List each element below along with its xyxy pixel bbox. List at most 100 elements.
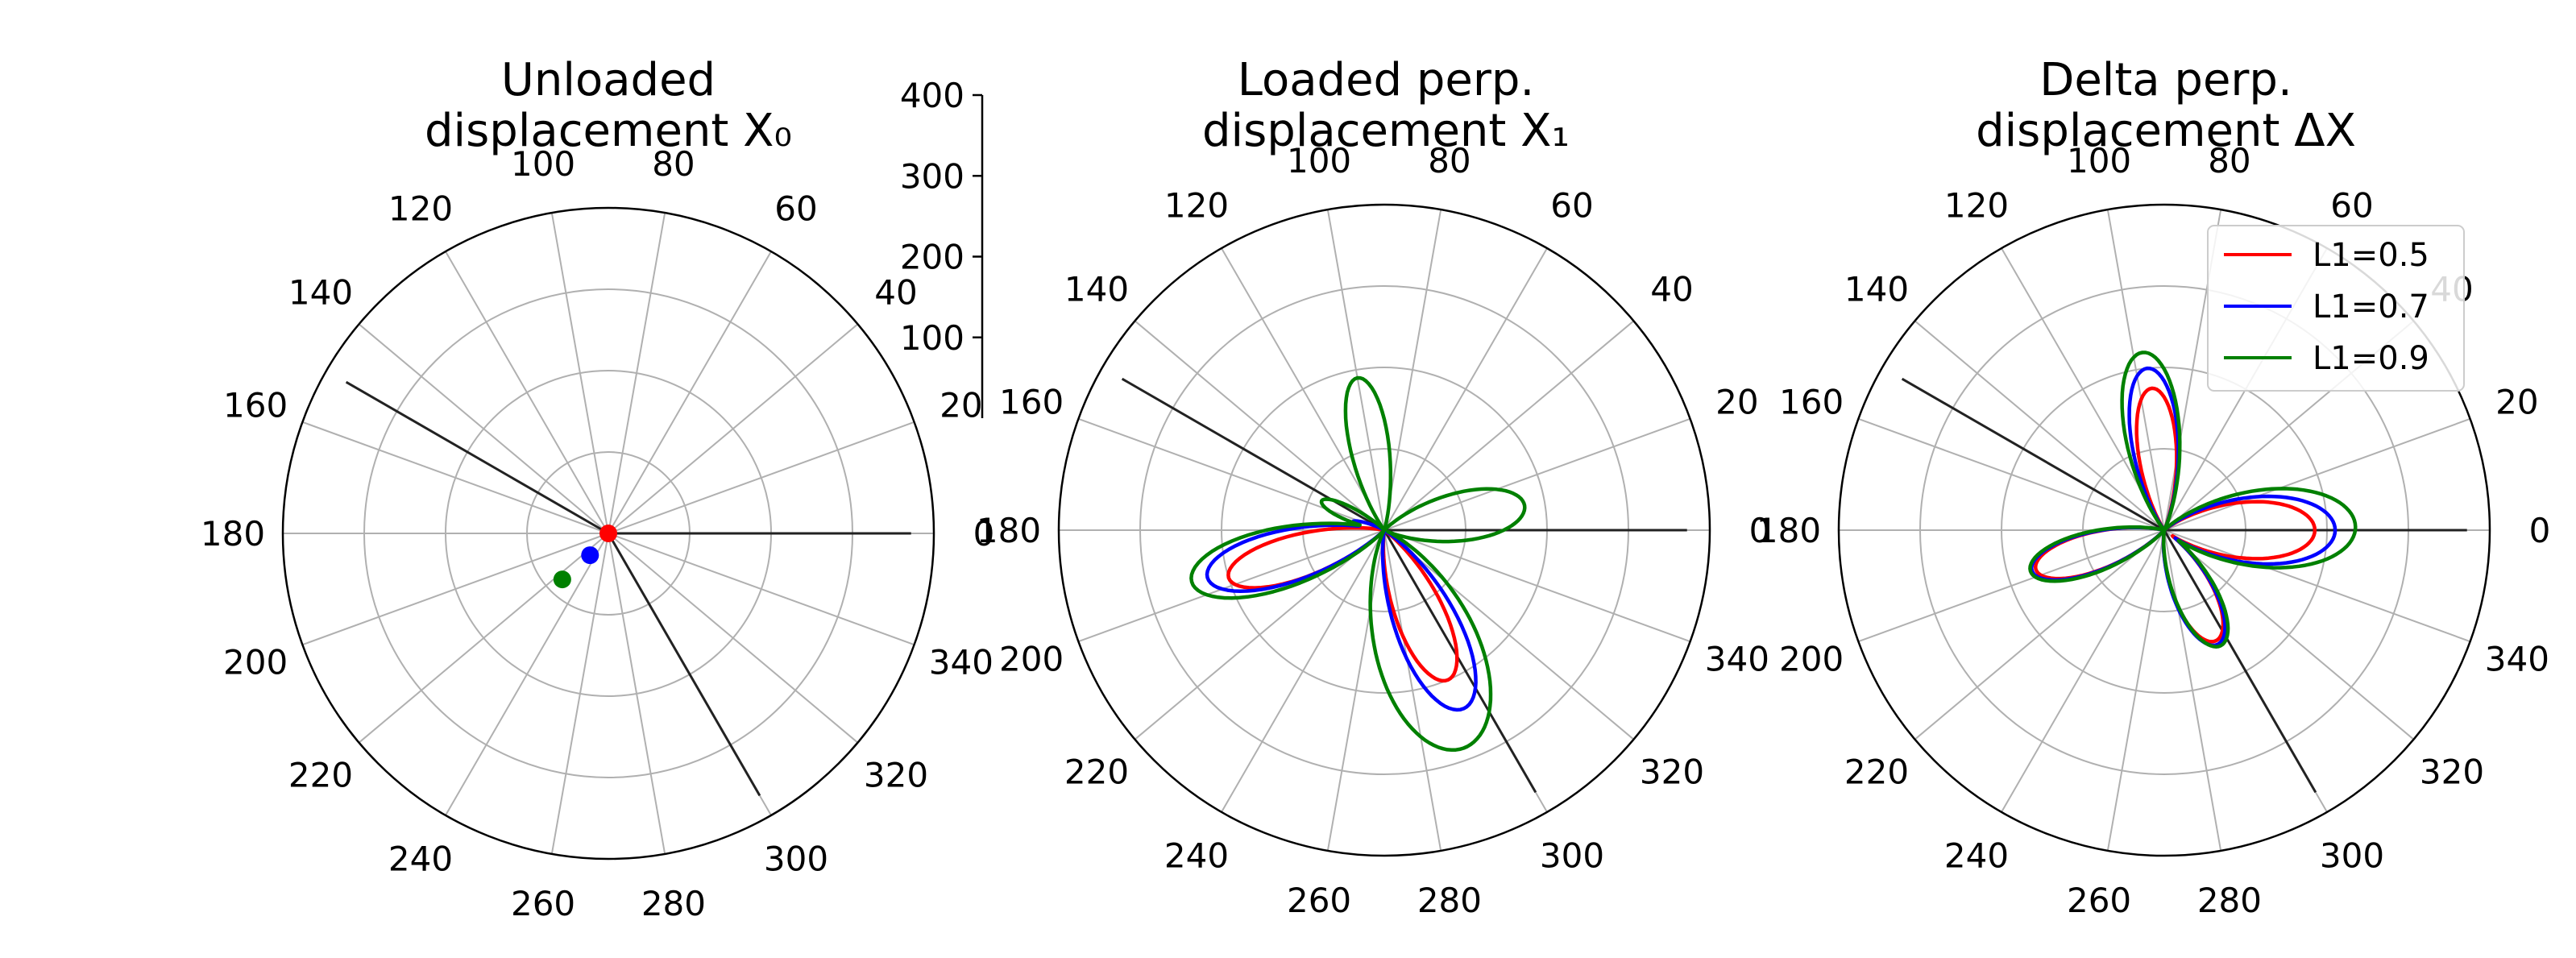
theta-tick-label: 320 [2420, 753, 2484, 792]
angular-grid-line [608, 323, 859, 534]
angular-grid-line [1134, 529, 1385, 740]
panel-3-title-line-1: Delta perp. [2039, 54, 2292, 106]
theta-tick-label: 20 [1715, 383, 1758, 422]
legend-label: L1=0.9 [2313, 340, 2429, 377]
theta-tick-label: 300 [2320, 836, 2384, 876]
legend-label: L1=0.7 [2313, 288, 2429, 326]
angular-grid-line [1134, 320, 1385, 531]
data-point-l1-0-7 [581, 546, 599, 565]
angular-grid-line [608, 533, 666, 855]
theta-tick-label: 200 [223, 642, 288, 682]
angular-grid-line [1383, 417, 1690, 531]
theta-tick-label: 260 [1287, 881, 1351, 920]
angular-grid-line [358, 323, 609, 534]
theta-tick-label: 100 [2067, 141, 2131, 180]
angular-grid-line [1383, 529, 1442, 852]
legend-box [2207, 225, 2465, 392]
theta-tick-label: 20 [2495, 383, 2538, 422]
panel-3-title-line-2: displacement ΔX [1976, 105, 2356, 157]
angular-grid-line [2106, 529, 2165, 852]
radial-axis-tick-label: 100 [900, 318, 964, 358]
legend-label: L1=0.5 [2313, 237, 2429, 274]
angular-grid-line [2001, 529, 2165, 813]
angular-grid-line [445, 533, 609, 816]
data-point-l1-0-5 [599, 525, 617, 542]
angular-grid-line [608, 212, 666, 534]
theta-tick-label: 260 [511, 884, 575, 923]
angular-grid-line [2163, 529, 2222, 852]
angular-grid-line [608, 533, 859, 744]
theta-tick-label: 280 [2197, 881, 2262, 920]
legend: L1=0.5 L1=0.7 L1=0.9 [2207, 225, 2465, 392]
theta-tick-label: 340 [2485, 639, 2549, 678]
theta-tick-label: 260 [2067, 881, 2131, 920]
angular-grid-line [445, 251, 609, 534]
theta-tick-label: 80 [652, 144, 695, 184]
angular-grid-line [1221, 529, 1385, 813]
angular-grid-line [1383, 529, 1690, 643]
theta-tick-label: 320 [1640, 753, 1704, 792]
theta-tick-label: 300 [764, 840, 828, 879]
theta-tick-label: 200 [999, 639, 1064, 678]
theta-tick-label: 280 [1417, 881, 1482, 920]
angular-grid-line [1383, 529, 1635, 740]
theta-tick-label: 200 [1779, 639, 1844, 678]
theta-tick-label: 140 [1064, 269, 1129, 309]
series-curve-l1-0-9 [2028, 350, 2358, 649]
angular-grid-line [1326, 209, 1385, 531]
angular-grid-line [1383, 247, 1548, 531]
theta-tick-label: 60 [2330, 185, 2373, 225]
theta-tick-label: 160 [999, 383, 1064, 422]
theta-tick-label: 100 [511, 144, 575, 184]
polar-frame [1057, 203, 1711, 857]
polar-panel-loaded: 0 20 40 60 80 100 120 140 160 180 200 220 240 260 280 3… [977, 141, 1770, 920]
theta-tick-label: 100 [1287, 141, 1351, 180]
theta-tick-label: 340 [929, 642, 993, 682]
series-curve-l1-0-9 [1189, 375, 1527, 753]
theta-tick-label: 80 [2208, 141, 2250, 180]
angular-grid-line [2106, 209, 2165, 531]
theta-tick-label: 20 [940, 386, 982, 425]
theta-tick-label: 0 [2529, 511, 2551, 550]
theta-tick-label: 0 [1749, 511, 1771, 550]
angular-grid-line [550, 533, 609, 855]
panel-1-title-line-1: Unloaded [501, 54, 716, 106]
reference-line [1901, 377, 2165, 532]
angular-grid-line [1326, 529, 1385, 852]
angular-grid-line [1914, 529, 2165, 740]
angular-grid-line [2163, 529, 2415, 740]
theta-tick-label: 180 [1757, 511, 1821, 550]
theta-tick-label: 180 [977, 511, 1041, 550]
angular-grid-line [608, 421, 915, 534]
theta-tick-label: 120 [1164, 185, 1229, 225]
angular-grid-line [1221, 247, 1385, 531]
theta-tick-label: 240 [388, 840, 453, 879]
angular-grid-line [1914, 320, 2165, 531]
theta-tick-label: 220 [1064, 753, 1129, 792]
polar-panel-unloaded: 0 20 40 60 80 100 120 140 160 180 200 220 240 260 280 3… [201, 144, 994, 923]
angular-grid-line [1858, 529, 2165, 643]
theta-tick-label: 280 [641, 884, 706, 923]
angular-grid-line [302, 421, 609, 534]
panel-2-title: Loaded perp. displacement X₁ [1202, 54, 1570, 157]
angular-grid-line [1383, 209, 1442, 531]
reference-line [345, 380, 609, 535]
radial-axis-tick-label: 300 [900, 156, 964, 196]
angular-grid-line [358, 533, 609, 744]
angular-grid-line [1078, 529, 1385, 643]
theta-tick-label: 160 [223, 386, 288, 425]
panel-3-title: Delta perp. displacement ΔX [1976, 54, 2356, 157]
angular-grid-line [608, 533, 915, 646]
theta-tick-label: 60 [774, 189, 817, 228]
panel-2-title-line-2: displacement X₁ [1202, 105, 1570, 157]
theta-tick-label: 180 [201, 514, 265, 554]
radial-axis: 100 200 300 400 [900, 76, 984, 418]
angular-grid-line [1858, 417, 2165, 531]
panel-1-title-line-2: displacement X₀ [425, 105, 792, 157]
data-point-l1-0-9 [553, 570, 571, 589]
theta-tick-label: 220 [1844, 753, 1909, 792]
radial-axis-tick-label: 400 [900, 76, 964, 115]
theta-tick-label: 40 [1650, 269, 1693, 309]
